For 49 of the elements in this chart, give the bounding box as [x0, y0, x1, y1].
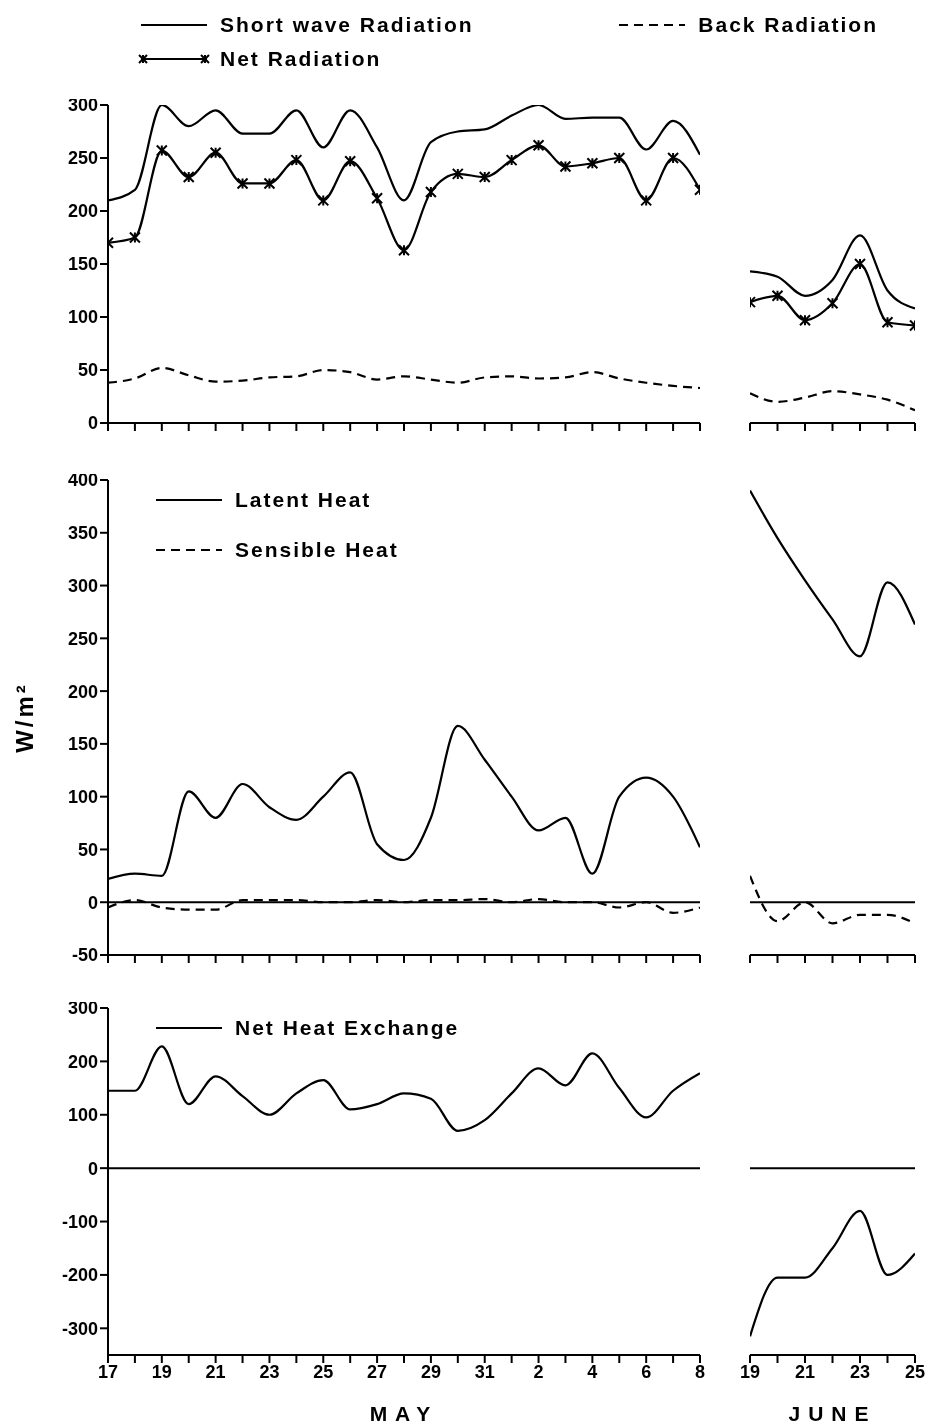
x-tick-label: 17 — [97, 1361, 119, 1382]
y-tick-label: 150 — [67, 734, 98, 755]
legend-label: Net Heat Exchange — [235, 1016, 460, 1040]
x-tick-label: 19 — [151, 1361, 172, 1382]
y-tick-label: 0 — [87, 892, 98, 913]
y-tick-label: -200 — [61, 1265, 98, 1286]
y-tick-label: 300 — [67, 95, 98, 116]
x-axis-title: MAY — [369, 1402, 439, 1425]
legend-label: Latent Heat — [235, 488, 372, 512]
x-tick-label: 25 — [904, 1361, 926, 1382]
x-tick-label: 2 — [533, 1361, 544, 1382]
y-tick-label: 300 — [67, 575, 98, 596]
y-tick-label: 150 — [67, 254, 98, 275]
x-tick-label: 6 — [641, 1361, 652, 1382]
y-tick-label: 350 — [67, 523, 98, 544]
x-tick-label: 27 — [367, 1361, 388, 1382]
y-tick-label: -300 — [61, 1318, 98, 1339]
y-tick-label: 50 — [77, 839, 98, 860]
y-tick-label: 200 — [67, 1051, 98, 1072]
y-tick-label: 250 — [67, 148, 98, 169]
legend-label: Sensible Heat — [235, 538, 399, 562]
y-tick-label: 400 — [67, 470, 98, 491]
y-tick-label: 50 — [77, 360, 98, 381]
y-tick-label: 200 — [67, 201, 98, 222]
y-tick-label: 100 — [67, 1105, 98, 1126]
x-tick-label: 25 — [313, 1361, 334, 1382]
y-tick-label: 300 — [67, 998, 98, 1019]
y-tick-label: 250 — [67, 628, 98, 649]
legend-label: Back Radiation — [698, 13, 878, 37]
x-tick-label: 23 — [849, 1361, 871, 1382]
y-tick-label: 100 — [67, 787, 98, 808]
x-tick-label: 4 — [587, 1361, 598, 1382]
y-axis-title: W/m² — [10, 682, 38, 753]
y-tick-label: -100 — [61, 1211, 98, 1232]
y-tick-label: -50 — [71, 945, 98, 966]
x-tick-label: 31 — [474, 1361, 495, 1382]
legend-label: Net Radiation — [220, 47, 382, 71]
x-tick-label: 23 — [259, 1361, 280, 1382]
y-tick-label: 0 — [87, 413, 98, 434]
x-tick-label: 19 — [739, 1361, 761, 1382]
y-tick-label: 200 — [67, 681, 98, 702]
x-tick-label: 21 — [205, 1361, 226, 1382]
x-tick-label: 29 — [420, 1361, 441, 1382]
legend-label: Short wave Radiation — [220, 13, 474, 37]
y-tick-label: 0 — [87, 1158, 98, 1179]
x-tick-label: 8 — [694, 1361, 706, 1382]
x-axis-title: JUNE — [788, 1402, 877, 1425]
x-tick-label: 21 — [794, 1361, 816, 1382]
y-tick-label: 100 — [67, 307, 98, 328]
